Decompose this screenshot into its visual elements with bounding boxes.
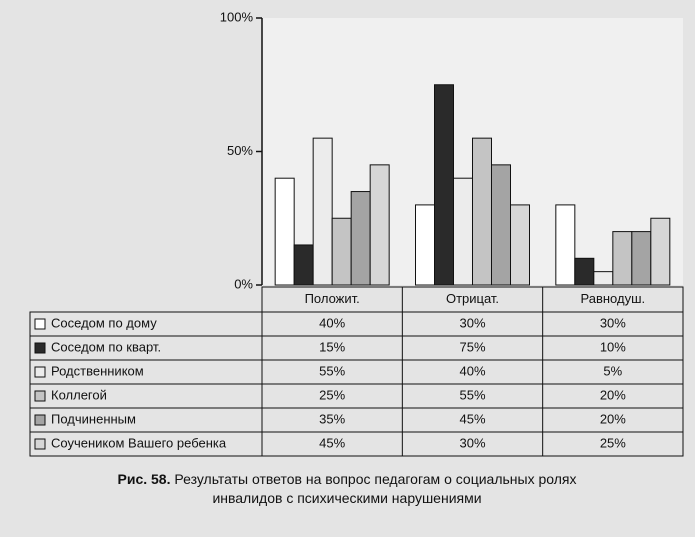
legend-swatch — [34, 438, 46, 450]
caption-text: Результаты ответов на вопрос педагогам о… — [170, 471, 576, 487]
legend-swatch — [34, 318, 46, 330]
legend-label: Соседом по дому — [51, 315, 157, 330]
table-value: 25% — [600, 435, 626, 450]
table-value: 40% — [459, 363, 485, 378]
x-tick-label: Равнодуш. — [581, 291, 646, 306]
bar — [510, 204, 530, 286]
bar — [369, 164, 390, 286]
legend-label: Подчиненным — [51, 411, 136, 426]
bar — [593, 271, 614, 286]
legend-swatch — [34, 366, 46, 378]
table-value: 45% — [459, 411, 485, 426]
table-value: 20% — [600, 411, 626, 426]
bar — [555, 204, 576, 286]
x-tick-label: Отрицат. — [446, 291, 499, 306]
table-value: 10% — [600, 339, 626, 354]
bar — [415, 204, 435, 286]
legend-label: Коллегой — [51, 387, 107, 402]
table-value: 25% — [319, 387, 345, 402]
legend-label: Соседом по кварт. — [51, 339, 161, 354]
table-value: 15% — [319, 339, 345, 354]
table-value: 30% — [600, 315, 626, 330]
x-tick-label: Положит. — [305, 291, 360, 306]
caption-text-2: инвалидов с психическими нарушениями — [212, 490, 481, 506]
bar — [574, 257, 595, 286]
caption-label: Рис. 58. — [118, 471, 171, 487]
table-value: 30% — [459, 435, 485, 450]
table-value: 35% — [319, 411, 345, 426]
bar — [453, 177, 473, 286]
bar — [274, 177, 295, 286]
bar — [472, 137, 492, 286]
table-value: 55% — [459, 387, 485, 402]
table-value: 55% — [319, 363, 345, 378]
legend-label: Соучеником Вашего ребенка — [51, 435, 227, 450]
bar — [293, 244, 314, 286]
bar — [312, 137, 333, 286]
legend-swatch — [34, 414, 46, 426]
y-tick-label: 0% — [234, 276, 253, 291]
legend-label: Родственником — [51, 363, 144, 378]
bar — [631, 231, 652, 286]
caption: Рис. 58. Результаты ответов на вопрос пе… — [118, 471, 577, 506]
table-value: 45% — [319, 435, 345, 450]
bar — [491, 164, 511, 286]
table-value: 5% — [603, 363, 622, 378]
table-value: 30% — [459, 315, 485, 330]
legend-swatch — [34, 390, 46, 402]
table-value: 40% — [319, 315, 345, 330]
y-tick-label: 100% — [220, 9, 254, 24]
bar — [650, 217, 671, 286]
bar — [434, 84, 454, 286]
table-value: 20% — [600, 387, 626, 402]
bar — [612, 231, 633, 286]
table-value: 75% — [459, 339, 485, 354]
legend-swatch — [34, 342, 46, 354]
y-tick-label: 50% — [227, 143, 253, 158]
bar — [331, 217, 352, 286]
bar — [350, 191, 371, 286]
